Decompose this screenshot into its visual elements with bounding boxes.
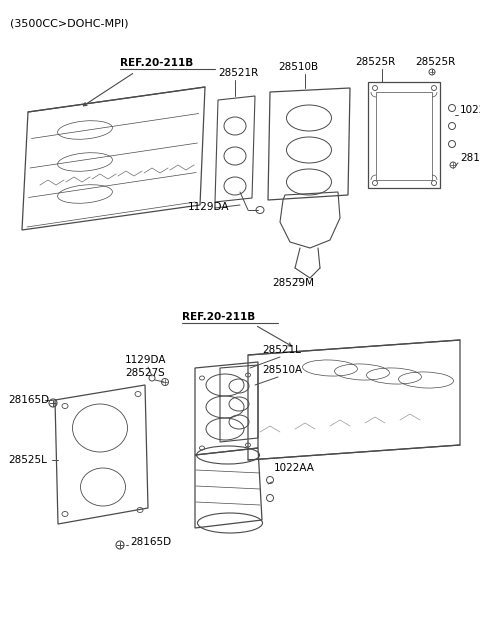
Text: 28510A: 28510A xyxy=(262,365,302,375)
Text: 28165D: 28165D xyxy=(130,537,171,547)
Text: 28525R: 28525R xyxy=(415,57,455,67)
Text: 1022AA: 1022AA xyxy=(460,105,480,115)
Text: 28525L: 28525L xyxy=(8,455,47,465)
Text: 28521L: 28521L xyxy=(262,345,301,355)
Text: REF.20-211B: REF.20-211B xyxy=(182,312,255,322)
Text: 1129DA: 1129DA xyxy=(125,355,167,365)
Text: 1022AA: 1022AA xyxy=(274,463,315,473)
Text: 28510B: 28510B xyxy=(278,62,318,72)
Text: 1129DA: 1129DA xyxy=(188,202,229,212)
Text: REF.20-211B: REF.20-211B xyxy=(120,58,193,68)
Text: 28527S: 28527S xyxy=(125,368,165,378)
Text: 28521R: 28521R xyxy=(218,68,258,78)
Text: 28529M: 28529M xyxy=(272,278,314,288)
Text: (3500CC>DOHC-MPI): (3500CC>DOHC-MPI) xyxy=(10,18,129,28)
Text: 28525R: 28525R xyxy=(355,57,395,67)
Text: 28165D: 28165D xyxy=(8,395,49,405)
Text: 28165D: 28165D xyxy=(460,153,480,163)
